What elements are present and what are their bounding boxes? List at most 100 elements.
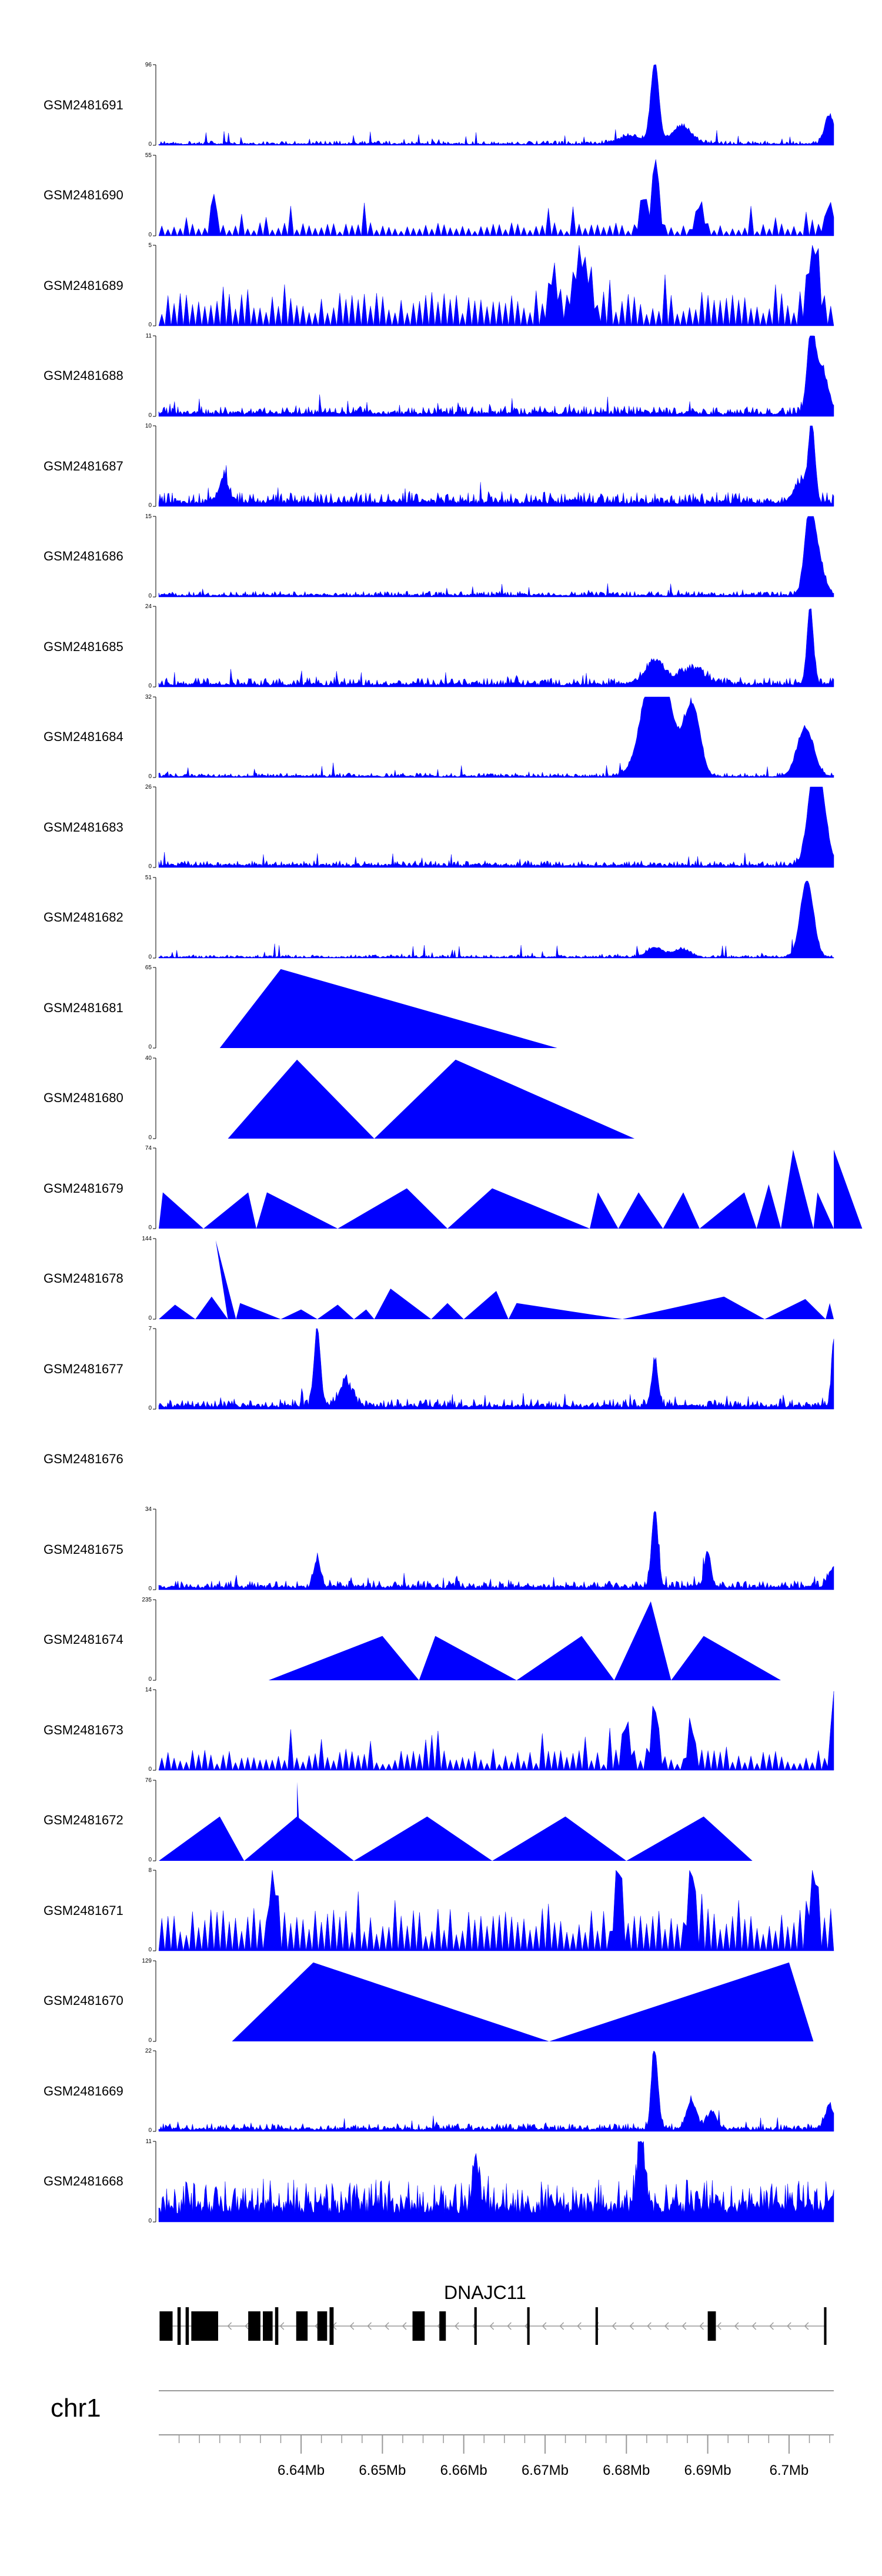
coverage-triangle: [826, 1303, 834, 1319]
coverage-triangle: [834, 1149, 863, 1229]
strand-chevron: [559, 2322, 564, 2330]
coverage-track: [153, 516, 834, 597]
y-axis-max-label: 51: [145, 874, 152, 881]
axis-tick-label: 6.67Mb: [522, 2462, 569, 2478]
gene-exon: [474, 2307, 477, 2345]
coverage-triangle: [268, 1636, 419, 1680]
y-axis-min-label: 0: [148, 863, 152, 870]
coverage-triangle: [374, 1059, 635, 1139]
y-axis-max-label: 34: [145, 1506, 152, 1513]
y-axis-min-label: 0: [148, 683, 152, 689]
track-label: GSM2481686: [44, 549, 123, 563]
y-axis-min-label: 0: [148, 502, 152, 509]
y-axis-max-label: 10: [145, 423, 152, 429]
coverage-triangle: [159, 1304, 196, 1319]
y-axis-max-label: 40: [145, 1055, 152, 1062]
track-label: GSM2481684: [44, 729, 123, 744]
track-label: GSM2481673: [44, 1722, 123, 1737]
coverage-triangle: [195, 1296, 228, 1319]
axis-tick-label: 6.65Mb: [359, 2462, 406, 2478]
strand-chevron: [612, 2322, 617, 2330]
strand-chevron: [367, 2322, 372, 2330]
gene-exon: [595, 2307, 598, 2345]
coverage-track: [153, 2140, 834, 2222]
coverage-track: [153, 1509, 834, 1590]
strand-chevron: [385, 2322, 389, 2330]
coverage-area: [158, 425, 834, 507]
track-label: GSM2481669: [44, 2083, 123, 2098]
track-label: GSM2481672: [44, 1813, 123, 1827]
coverage-area: [158, 1328, 834, 1410]
track-label: GSM2481668: [44, 2174, 123, 2188]
coverage-track: [153, 1057, 635, 1139]
coverage-track: [153, 967, 557, 1049]
coverage-area: [158, 880, 834, 958]
track-label: GSM2481687: [44, 458, 123, 473]
y-axis-max-label: 5: [148, 242, 152, 249]
coverage-area: [158, 159, 834, 236]
y-axis-min-label: 0: [148, 322, 152, 328]
strand-chevron: [804, 2322, 809, 2330]
y-axis-max-label: 235: [142, 1596, 152, 1603]
track-label: GSM2481677: [44, 1361, 123, 1376]
y-axis-max-label: 65: [145, 965, 152, 971]
coverage-triangle: [614, 1601, 671, 1680]
axis-tick-label: 6.64Mb: [278, 2462, 325, 2478]
coverage-triangle: [781, 1149, 814, 1229]
y-axis-min-label: 0: [148, 1224, 152, 1231]
track-label: GSM2481688: [44, 368, 123, 383]
track-label: GSM2481689: [44, 278, 123, 293]
strand-chevron: [577, 2322, 582, 2330]
coverage-triangle: [492, 1816, 627, 1861]
coverage-track: [153, 1328, 834, 1410]
y-axis-max-label: 26: [145, 784, 152, 790]
track-label: GSM2481690: [44, 188, 123, 202]
strand-chevron: [402, 2322, 407, 2330]
axis-tick-label: 6.66Mb: [440, 2462, 487, 2478]
gene-model: [159, 2307, 827, 2345]
gene-exon: [159, 2311, 173, 2341]
coverage-triangle: [317, 1304, 354, 1319]
y-axis-min-label: 0: [148, 1856, 152, 1863]
gene-exon: [191, 2311, 218, 2341]
y-axis-max-label: 14: [145, 1687, 152, 1693]
coverage-triangle: [232, 1962, 549, 2041]
gene-exon: [439, 2311, 446, 2341]
strand-chevron: [681, 2322, 687, 2330]
coverage-area: [158, 64, 834, 146]
gene-name: DNAJC11: [444, 2282, 526, 2303]
gene-exon: [185, 2307, 189, 2345]
y-axis-min-label: 0: [148, 1676, 152, 1683]
coverage-area: [158, 245, 834, 326]
strand-chevron: [647, 2322, 652, 2330]
y-axis-min-label: 0: [148, 1947, 152, 1953]
axis-tick-label: 6.7Mb: [770, 2462, 809, 2478]
gene-exon: [824, 2307, 827, 2345]
y-axis-min-label: 0: [148, 1766, 152, 1773]
gene-exon: [263, 2311, 273, 2341]
gene-exon: [275, 2307, 279, 2345]
coverage-triangle: [671, 1636, 781, 1680]
coverage-area: [158, 786, 834, 868]
coverage-track: [153, 1238, 834, 1319]
y-axis-max-label: 55: [145, 152, 152, 159]
coverage-triangle: [756, 1184, 781, 1229]
y-axis-min-label: 0: [148, 141, 152, 148]
coverage-track: [153, 877, 834, 958]
y-axis-min-label: 0: [148, 1044, 152, 1050]
coverage-track: [153, 1147, 863, 1229]
chromosome-label: chr1: [51, 2394, 101, 2422]
y-axis-min-label: 0: [148, 231, 152, 238]
y-axis-max-label: 11: [145, 332, 152, 339]
coverage-track: [153, 1780, 753, 1861]
strand-chevron: [734, 2322, 739, 2330]
strand-chevron: [717, 2322, 721, 2330]
coverage-triangle: [549, 1962, 814, 2041]
y-axis-max-label: 96: [145, 62, 152, 68]
coverage-track: [153, 64, 834, 146]
y-axis-min-label: 0: [148, 1314, 152, 1322]
gene-exon: [527, 2307, 530, 2345]
y-axis-min-label: 0: [148, 2127, 152, 2134]
gene-exon: [707, 2311, 716, 2341]
gene-exon: [329, 2307, 334, 2345]
